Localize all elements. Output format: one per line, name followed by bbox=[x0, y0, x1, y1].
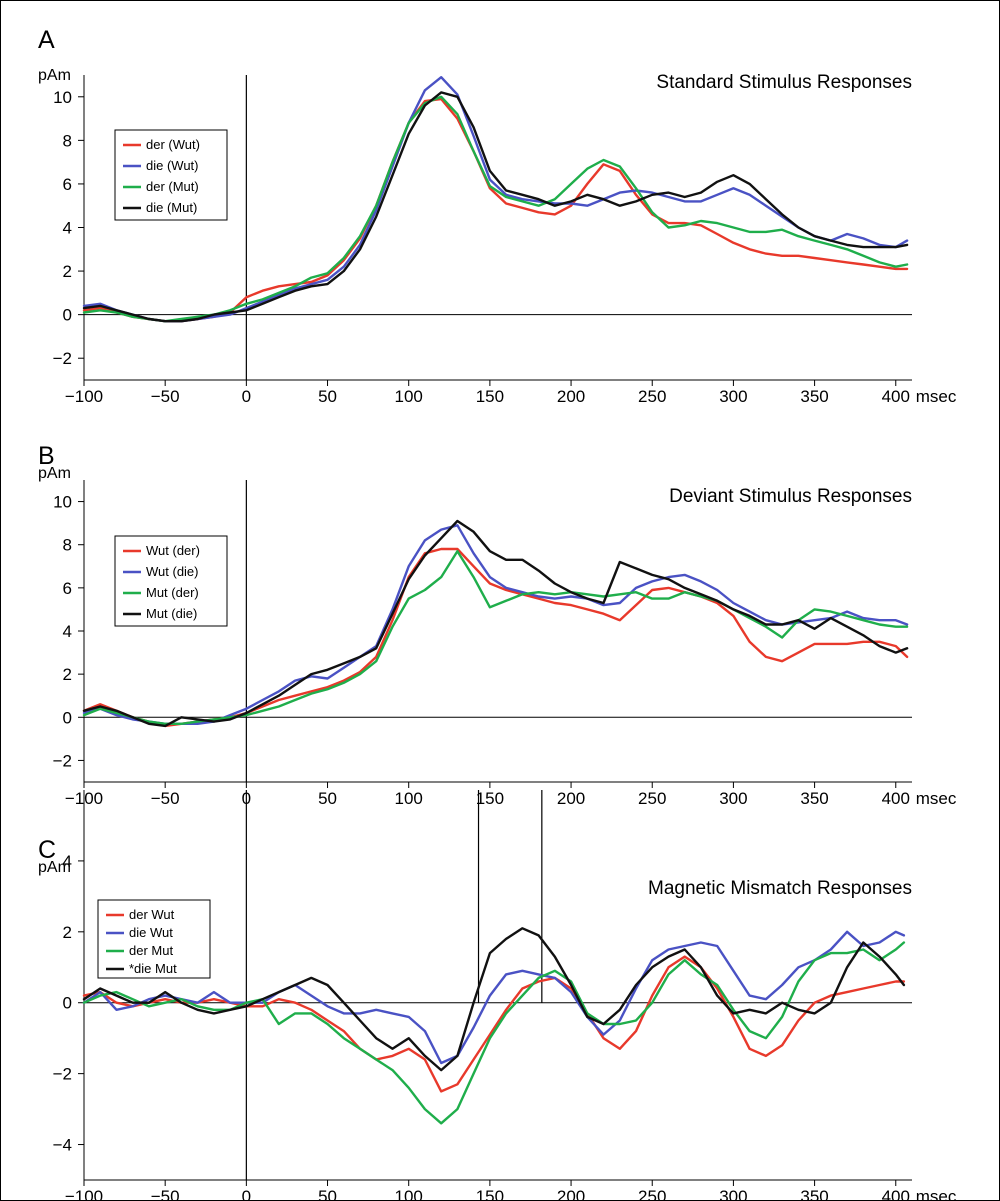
y-tick-label: −4 bbox=[53, 1136, 72, 1155]
legend-label: Wut (der) bbox=[146, 543, 200, 558]
legend-label: der Mut bbox=[129, 943, 173, 958]
y-tick-label: 4 bbox=[63, 852, 72, 871]
x-tick-label: 250 bbox=[638, 1187, 666, 1201]
panel-title: Magnetic Mismatch Responses bbox=[648, 878, 912, 899]
x-axis-unit-label: msec bbox=[916, 387, 957, 406]
y-tick-label: 0 bbox=[63, 994, 72, 1013]
x-tick-label: 150 bbox=[476, 387, 504, 406]
legend-label: der (Mut) bbox=[146, 179, 199, 194]
panel-title: Deviant Stimulus Responses bbox=[669, 486, 912, 507]
x-tick-label: 100 bbox=[395, 789, 423, 808]
x-tick-label: 400 bbox=[882, 1187, 910, 1201]
legend-label: die (Mut) bbox=[146, 200, 197, 215]
y-tick-label: 6 bbox=[63, 579, 72, 598]
x-tick-label: −50 bbox=[151, 387, 180, 406]
y-tick-label: 6 bbox=[63, 175, 72, 194]
y-tick-label: 10 bbox=[53, 88, 72, 107]
y-tick-label: 0 bbox=[63, 708, 72, 727]
series-line-mut-die bbox=[82, 519, 909, 728]
x-tick-label: 400 bbox=[882, 387, 910, 406]
x-tick-label: −100 bbox=[65, 387, 103, 406]
y-axis-unit-label: pAm bbox=[38, 465, 71, 482]
x-tick-label: 350 bbox=[800, 789, 828, 808]
y-axis-unit-label: pAm bbox=[38, 859, 71, 876]
legend-label: die Wut bbox=[129, 925, 173, 940]
x-tick-label: 350 bbox=[800, 387, 828, 406]
x-tick-label: −50 bbox=[151, 1187, 180, 1201]
x-tick-label: 350 bbox=[800, 1187, 828, 1201]
x-axis-unit-label: msec bbox=[916, 1187, 957, 1201]
x-tick-label: 150 bbox=[476, 789, 504, 808]
x-tick-label: 50 bbox=[318, 1187, 337, 1201]
y-tick-label: −2 bbox=[53, 1065, 72, 1084]
x-tick-label: 300 bbox=[719, 1187, 747, 1201]
x-tick-label: 200 bbox=[557, 1187, 585, 1201]
x-tick-label: 250 bbox=[638, 789, 666, 808]
x-tick-label: 250 bbox=[638, 387, 666, 406]
y-tick-label: 2 bbox=[63, 923, 72, 942]
x-tick-label: 200 bbox=[557, 789, 585, 808]
legend: der (Wut) die (Wut) der (Mut) die (Mut) bbox=[114, 129, 228, 221]
legend-label: Mut (die) bbox=[146, 606, 197, 621]
series-line-mut-der bbox=[82, 550, 909, 725]
legend-label: der Wut bbox=[129, 907, 175, 922]
y-tick-label: 4 bbox=[63, 219, 72, 238]
legend: Wut (der) Wut (die) Mut (der) Mut (die) bbox=[114, 535, 228, 627]
panel-letter: C bbox=[38, 836, 56, 864]
legend-box bbox=[97, 899, 211, 979]
legend-label: Wut (die) bbox=[146, 564, 199, 579]
legend: der Wut die Wut der Mut *die Mut bbox=[97, 899, 211, 979]
y-tick-label: 2 bbox=[63, 665, 72, 684]
y-tick-label: 8 bbox=[63, 131, 72, 150]
series-line-die-wut bbox=[82, 75, 909, 323]
x-tick-label: 50 bbox=[318, 789, 337, 808]
series-line-der-mut bbox=[82, 941, 906, 1125]
panel-b: BpAm−20246810−100−5005010015020025030035… bbox=[38, 442, 957, 808]
y-tick-label: −2 bbox=[53, 751, 72, 770]
x-tick-label: −100 bbox=[65, 1187, 103, 1201]
x-tick-label: 100 bbox=[395, 1187, 423, 1201]
x-tick-label: 300 bbox=[719, 789, 747, 808]
legend-label: der (Wut) bbox=[146, 137, 200, 152]
x-tick-label: 100 bbox=[395, 387, 423, 406]
series-line-die-mut bbox=[82, 91, 909, 323]
series-line-die-wut bbox=[82, 930, 906, 1065]
x-tick-label: 0 bbox=[242, 1187, 251, 1201]
y-tick-label: 0 bbox=[63, 306, 72, 325]
y-tick-label: 10 bbox=[53, 493, 72, 512]
x-tick-label: 200 bbox=[557, 387, 585, 406]
y-axis-unit-label: pAm bbox=[38, 67, 71, 84]
panel-title: Standard Stimulus Responses bbox=[656, 72, 912, 93]
y-tick-label: 2 bbox=[63, 262, 72, 281]
y-tick-label: 8 bbox=[63, 536, 72, 555]
panel-letter: A bbox=[38, 26, 55, 54]
x-tick-label: 50 bbox=[318, 387, 337, 406]
x-tick-label: 0 bbox=[242, 387, 251, 406]
x-axis-unit-label: msec bbox=[916, 789, 957, 808]
series-line-die-mut bbox=[82, 927, 906, 1072]
legend-label: Mut (der) bbox=[146, 585, 199, 600]
x-tick-label: 150 bbox=[476, 1187, 504, 1201]
x-tick-label: −50 bbox=[151, 789, 180, 808]
legend-label: die (Wut) bbox=[146, 158, 199, 173]
x-tick-label: 400 bbox=[882, 789, 910, 808]
panel-letter: B bbox=[38, 442, 55, 470]
legend-label: *die Mut bbox=[129, 961, 177, 976]
x-tick-label: 300 bbox=[719, 387, 747, 406]
series-line-der-wut bbox=[82, 955, 906, 1093]
y-tick-label: −2 bbox=[53, 349, 72, 368]
y-tick-label: 4 bbox=[63, 622, 72, 641]
